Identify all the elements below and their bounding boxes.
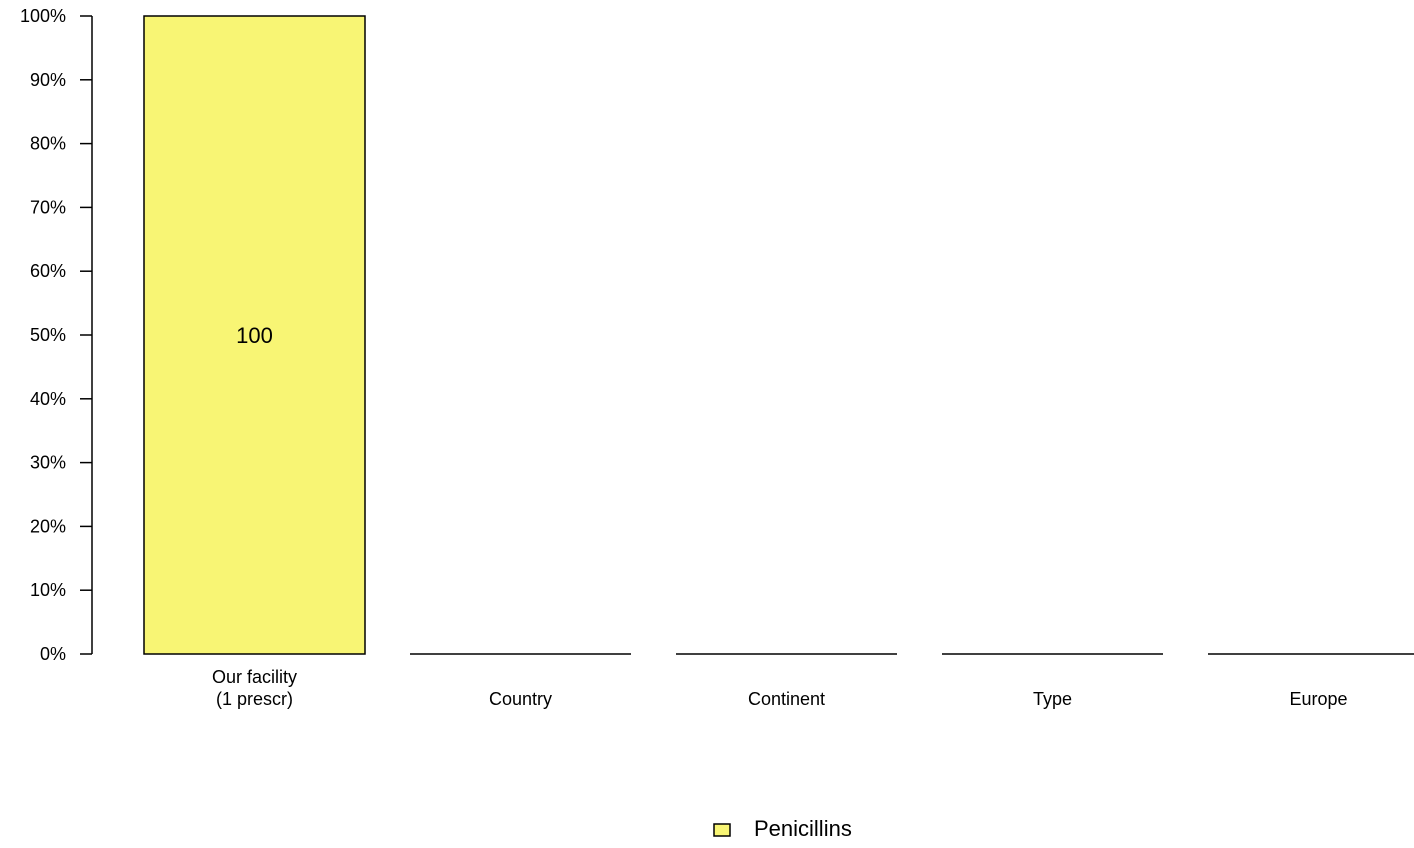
y-tick-label: 30% <box>30 453 66 473</box>
y-tick-label: 100% <box>20 6 66 26</box>
x-tick-label: Country <box>489 689 552 709</box>
y-tick-label: 80% <box>30 134 66 154</box>
x-tick-label: Continent <box>748 689 825 709</box>
y-axis: 0% 10% 20% 30% 40% 50% 60% 70% 80% 90% 100% <box>20 6 93 664</box>
y-tick-label: 10% <box>30 580 66 600</box>
y-tick-label: 90% <box>30 70 66 90</box>
legend-swatch <box>713 823 731 837</box>
x-axis-labels: Our facility(1 prescr) Country Continent Ty… <box>212 667 1348 709</box>
x-tick-label: Our facility <box>212 667 297 687</box>
legend-label: Penicillins <box>754 816 852 841</box>
y-tick-label: 40% <box>30 389 66 409</box>
y-tick-label: 60% <box>30 261 66 281</box>
bars: 100 <box>143 15 1414 655</box>
x-tick-label: Europe <box>1289 689 1347 709</box>
y-tick-label: 50% <box>30 325 66 345</box>
x-tick-label: (1 prescr) <box>216 689 293 709</box>
legend: Penicillins <box>713 816 852 841</box>
bar-data-label: 100 <box>236 323 273 348</box>
y-tick-label: 20% <box>30 516 66 536</box>
y-tick-label: 70% <box>30 197 66 217</box>
y-tick-label: 0% <box>40 644 66 664</box>
x-tick-label: Type <box>1033 689 1072 709</box>
bar-segment <box>143 15 366 655</box>
